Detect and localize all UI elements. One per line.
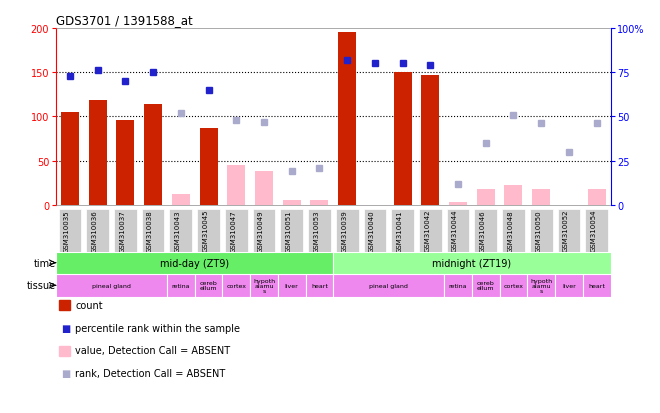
Bar — [419, 209, 442, 252]
Text: ■: ■ — [61, 368, 71, 378]
Bar — [308, 209, 331, 252]
Text: GSM310037: GSM310037 — [119, 209, 125, 252]
Bar — [306, 274, 333, 297]
Bar — [555, 274, 583, 297]
Bar — [532, 190, 550, 205]
Bar — [114, 209, 137, 252]
Bar — [250, 274, 278, 297]
Bar — [391, 209, 414, 252]
Bar — [144, 105, 162, 205]
Bar — [278, 274, 306, 297]
Text: retina: retina — [172, 283, 190, 288]
Bar — [421, 76, 440, 205]
Text: mid-day (ZT9): mid-day (ZT9) — [160, 258, 229, 268]
Bar — [475, 209, 497, 252]
Bar — [197, 209, 220, 252]
Bar — [444, 274, 472, 297]
Bar — [500, 274, 527, 297]
Bar — [56, 274, 167, 297]
Bar — [59, 209, 81, 252]
Text: GSM310035: GSM310035 — [64, 209, 70, 252]
Bar — [336, 209, 358, 252]
Text: time: time — [34, 258, 55, 268]
Bar — [253, 209, 275, 252]
Bar — [225, 209, 248, 252]
Bar — [86, 209, 109, 252]
Text: cereb
ellum: cereb ellum — [200, 280, 217, 291]
Text: liver: liver — [285, 283, 298, 288]
Text: liver: liver — [562, 283, 576, 288]
Bar — [255, 172, 273, 205]
Text: GSM310052: GSM310052 — [563, 209, 569, 252]
Text: GSM310048: GSM310048 — [508, 209, 513, 252]
Bar — [116, 121, 135, 205]
Text: heart: heart — [588, 283, 605, 288]
Bar — [199, 128, 218, 205]
Bar — [587, 190, 606, 205]
Bar — [310, 201, 329, 205]
Text: GSM310054: GSM310054 — [591, 209, 597, 252]
Bar — [170, 209, 192, 252]
Text: pineal gland: pineal gland — [370, 283, 408, 288]
Bar — [338, 33, 356, 205]
Bar — [558, 209, 580, 252]
Bar — [585, 209, 608, 252]
Text: GSM310042: GSM310042 — [424, 209, 430, 252]
Text: GSM310040: GSM310040 — [369, 209, 375, 252]
Text: GSM310043: GSM310043 — [175, 209, 181, 252]
Bar — [333, 252, 610, 274]
Text: pineal gland: pineal gland — [92, 283, 131, 288]
Bar — [88, 101, 107, 205]
Text: GSM310038: GSM310038 — [147, 209, 153, 252]
Text: retina: retina — [449, 283, 467, 288]
Text: GSM310046: GSM310046 — [480, 209, 486, 252]
Bar — [282, 201, 301, 205]
Text: cortex: cortex — [504, 283, 523, 288]
Bar — [61, 113, 79, 205]
Bar — [527, 274, 555, 297]
Bar — [393, 73, 412, 205]
Text: count: count — [75, 300, 103, 310]
Text: GSM310045: GSM310045 — [203, 209, 209, 252]
Bar — [447, 209, 469, 252]
Bar — [502, 209, 525, 252]
Bar — [333, 274, 444, 297]
Text: GSM310051: GSM310051 — [286, 209, 292, 252]
Bar — [172, 195, 190, 205]
Bar — [472, 274, 500, 297]
Bar — [167, 274, 195, 297]
Text: hypoth
alamu
s: hypoth alamu s — [530, 278, 552, 293]
Text: rank, Detection Call = ABSENT: rank, Detection Call = ABSENT — [75, 368, 226, 378]
Bar — [195, 274, 222, 297]
Text: percentile rank within the sample: percentile rank within the sample — [75, 323, 240, 333]
Text: cortex: cortex — [226, 283, 246, 288]
Text: GSM310049: GSM310049 — [258, 209, 264, 252]
Bar — [530, 209, 552, 252]
Text: heart: heart — [311, 283, 328, 288]
Text: GSM310053: GSM310053 — [314, 209, 319, 252]
Text: value, Detection Call = ABSENT: value, Detection Call = ABSENT — [75, 346, 230, 356]
Bar — [583, 274, 610, 297]
Bar — [477, 190, 495, 205]
Text: GDS3701 / 1391588_at: GDS3701 / 1391588_at — [56, 14, 193, 27]
Text: GSM310047: GSM310047 — [230, 209, 236, 252]
Bar — [449, 203, 467, 205]
Text: midnight (ZT19): midnight (ZT19) — [432, 258, 512, 268]
Text: cereb
ellum: cereb ellum — [477, 280, 494, 291]
Text: GSM310039: GSM310039 — [341, 209, 347, 252]
Bar — [142, 209, 164, 252]
Bar — [364, 209, 386, 252]
Bar — [222, 274, 250, 297]
Text: GSM310050: GSM310050 — [535, 209, 541, 252]
Text: hypoth
alamu
s: hypoth alamu s — [253, 278, 275, 293]
Text: GSM310044: GSM310044 — [452, 209, 458, 252]
Bar — [280, 209, 303, 252]
Bar — [56, 252, 333, 274]
Text: tissue: tissue — [26, 280, 55, 291]
Bar — [504, 186, 523, 205]
Text: GSM310036: GSM310036 — [92, 209, 98, 252]
Text: ■: ■ — [61, 323, 71, 333]
Bar — [227, 166, 246, 205]
Text: GSM310041: GSM310041 — [397, 209, 403, 252]
